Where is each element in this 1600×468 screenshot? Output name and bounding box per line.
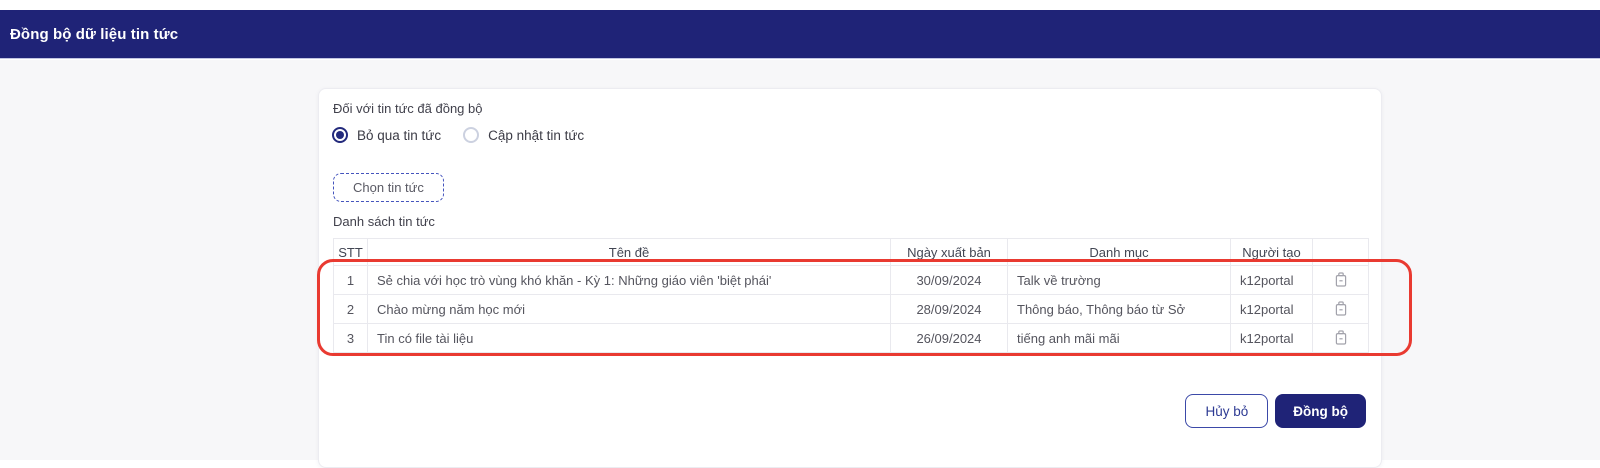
col-header-creator: Người tạo	[1230, 238, 1313, 266]
page-title-bar: Đồng bộ dữ liệu tin tức	[0, 10, 1600, 59]
cell-actions	[1312, 323, 1369, 353]
cell-category: Talk về trường	[1007, 265, 1231, 295]
cell-title: Sẻ chia với học trò vùng khó khăn - Kỳ 1…	[367, 265, 891, 295]
trash-icon	[1335, 330, 1346, 345]
table-header-row: STT Tên đề Ngày xuất bản Danh mục Người …	[333, 238, 1369, 266]
page-title: Đồng bộ dữ liệu tin tức	[10, 25, 179, 43]
delete-row-button[interactable]	[1332, 299, 1350, 318]
table-row: 1 Sẻ chia với học trò vùng khó khăn - Kỳ…	[333, 265, 1369, 295]
col-header-category: Danh mục	[1007, 238, 1231, 266]
cancel-button[interactable]: Hủy bỏ	[1185, 394, 1269, 428]
cell-title: Chào mừng năm học mới	[367, 294, 891, 324]
cell-stt: 2	[333, 294, 368, 324]
news-table: STT Tên đề Ngày xuất bản Danh mục Người …	[333, 238, 1369, 353]
choose-news-button[interactable]: Chọn tin tức	[333, 173, 444, 202]
col-header-publish-date: Ngày xuất bản	[890, 238, 1008, 266]
sync-panel: Đối với tin tức đã đồng bộ Bỏ qua tin tứ…	[318, 88, 1382, 468]
radio-selected-icon[interactable]	[332, 127, 348, 143]
cell-title: Tin có file tài liệu	[367, 323, 891, 353]
cell-category: tiếng anh mãi mãi	[1007, 323, 1231, 353]
trash-icon	[1335, 301, 1346, 316]
cell-actions	[1312, 265, 1369, 295]
radio-update-news-label: Cập nhật tin tức	[488, 127, 585, 143]
cell-creator: k12portal	[1230, 265, 1313, 295]
table-row: 2 Chào mừng năm học mới 28/09/2024 Thông…	[333, 294, 1369, 324]
radio-skip-news[interactable]: Bỏ qua tin tức	[332, 127, 441, 143]
col-header-stt: STT	[333, 238, 368, 266]
cell-publish-date: 30/09/2024	[890, 265, 1008, 295]
cell-creator: k12portal	[1230, 323, 1313, 353]
cell-category: Thông báo, Thông báo từ Sở	[1007, 294, 1231, 324]
radio-unselected-icon[interactable]	[463, 127, 480, 143]
table-row: 3 Tin có file tài liệu 26/09/2024 tiếng …	[333, 323, 1369, 353]
delete-row-button[interactable]	[1332, 328, 1350, 347]
sync-option-label: Đối với tin tức đã đồng bộ	[333, 101, 483, 116]
cell-stt: 3	[333, 323, 368, 353]
sync-option-radios: Bỏ qua tin tức Cập nhật tin tức	[332, 125, 584, 145]
cell-actions	[1312, 294, 1369, 324]
col-header-actions	[1312, 238, 1369, 266]
cell-publish-date: 28/09/2024	[890, 294, 1008, 324]
cell-stt: 1	[333, 265, 368, 295]
news-list-label: Danh sách tin tức	[333, 214, 435, 229]
cell-publish-date: 26/09/2024	[890, 323, 1008, 353]
cell-creator: k12portal	[1230, 294, 1313, 324]
delete-row-button[interactable]	[1332, 270, 1350, 289]
sync-button[interactable]: Đồng bộ	[1275, 394, 1366, 428]
col-header-title: Tên đề	[367, 238, 891, 266]
trash-icon	[1335, 272, 1346, 287]
radio-skip-news-label: Bỏ qua tin tức	[357, 127, 442, 143]
footer-actions: Hủy bỏ Đồng bộ	[1185, 394, 1366, 428]
radio-update-news[interactable]: Cập nhật tin tức	[463, 127, 584, 143]
